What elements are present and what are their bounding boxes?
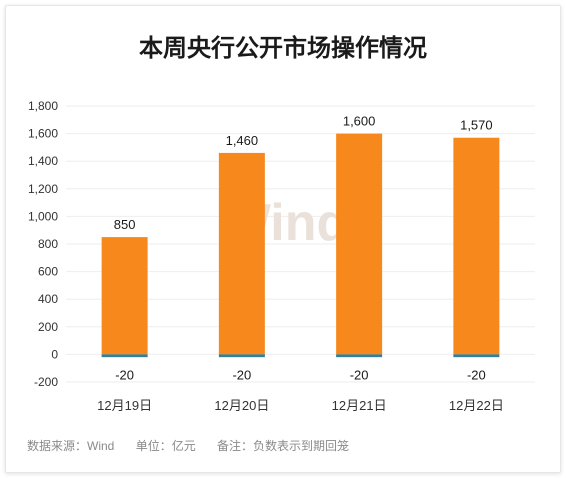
data-label-positive: 1,570 xyxy=(460,118,493,133)
bars xyxy=(101,133,500,358)
bar-negative xyxy=(101,354,148,358)
footer-unit: 单位：亿元 xyxy=(135,439,196,453)
data-label-negative: -20 xyxy=(232,367,251,382)
x-category-label: 12月22日 xyxy=(449,398,504,413)
y-tick-label: 800 xyxy=(38,237,58,251)
y-axis-ticks: 1,800 1,600 1,400 1,200 1,000 800 600 400 200 0 -2… xyxy=(28,99,58,389)
y-tick-label: 1,800 xyxy=(28,99,58,113)
data-label-positive: 850 xyxy=(114,217,136,232)
x-axis-categories: 12月19日 12月20日 12月21日 12月22日 xyxy=(97,398,504,413)
chart-title: 本周央行公开市场操作情况 xyxy=(139,34,427,62)
x-category-label: 12月21日 xyxy=(332,398,387,413)
y-tick-label: 400 xyxy=(38,292,58,306)
x-category-label: 12月20日 xyxy=(214,398,269,413)
footer-source: 数据来源：Wind xyxy=(27,439,115,453)
bar-positive xyxy=(453,137,500,355)
chart-footer: 数据来源：Wind 单位：亿元 备注：负数表示到期回笼 xyxy=(27,437,367,454)
y-tick-label: 0 xyxy=(51,347,58,361)
bar-positive xyxy=(218,152,265,355)
bar-positive xyxy=(336,133,383,355)
data-label-positive: 1,460 xyxy=(226,133,259,148)
bar-negative xyxy=(336,354,383,358)
y-tick-label: -200 xyxy=(34,375,58,389)
y-tick-label: 1,400 xyxy=(28,154,58,168)
y-tick-label: 1,600 xyxy=(28,127,58,141)
bar-positive xyxy=(101,237,148,355)
data-label-negative: -20 xyxy=(350,367,369,382)
bar-negative xyxy=(218,354,265,358)
data-label-negative: -20 xyxy=(467,367,486,382)
data-labels: 850 -20 1,460 -20 1,600 -20 1,570 -20 xyxy=(114,114,493,383)
y-tick-label: 600 xyxy=(38,265,58,279)
y-tick-label: 1,000 xyxy=(28,209,58,223)
data-label-negative: -20 xyxy=(115,367,134,382)
y-tick-label: 200 xyxy=(38,320,58,334)
data-label-positive: 1,600 xyxy=(343,114,376,129)
footer-note: 备注：负数表示到期回笼 xyxy=(217,439,350,453)
x-category-label: 12月19日 xyxy=(97,398,152,413)
y-tick-label: 1,200 xyxy=(28,182,58,196)
bar-negative xyxy=(453,354,500,358)
